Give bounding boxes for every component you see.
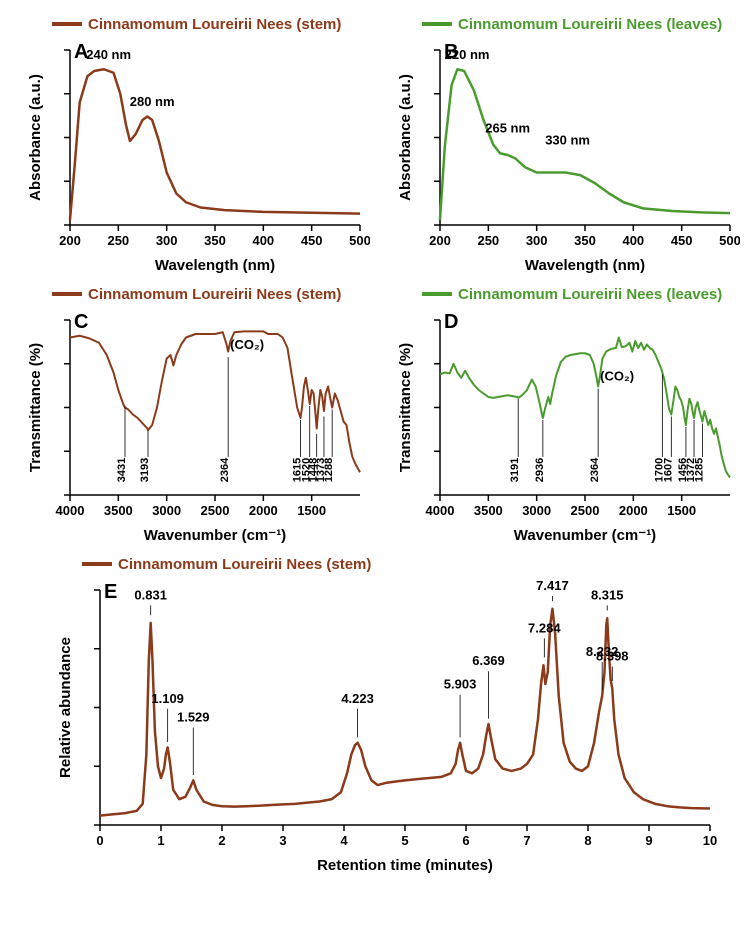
svg-text:Transmittance (%): Transmittance (%) bbox=[397, 343, 414, 472]
row-3: Cinnamomum Loureirii Nees (stem) 0 1 2 3 4 5 6 7… bbox=[10, 550, 740, 880]
svg-text:2500: 2500 bbox=[201, 503, 230, 518]
svg-text:350: 350 bbox=[574, 233, 596, 248]
svg-text:Wavelength (nm): Wavelength (nm) bbox=[155, 257, 275, 274]
panel-d: Cinnamomum Loureirii Nees (leaves) 4000 35… bbox=[380, 280, 740, 550]
svg-text:250: 250 bbox=[477, 233, 499, 248]
svg-text:7: 7 bbox=[523, 833, 530, 848]
figure-container: Cinnamomum Loureirii Nees (stem)20025030… bbox=[10, 10, 740, 880]
svg-text:D: D bbox=[444, 311, 458, 333]
svg-text:330 nm: 330 nm bbox=[545, 133, 590, 148]
svg-text:Wavenumber (cm⁻¹): Wavenumber (cm⁻¹) bbox=[514, 527, 656, 544]
svg-text:4: 4 bbox=[340, 833, 348, 848]
panel-b: Cinnamomum Loureirii Nees (leaves) 200 250… bbox=[380, 10, 740, 280]
svg-text:3193: 3193 bbox=[139, 458, 151, 482]
svg-text:Wavenumber (cm⁻¹): Wavenumber (cm⁻¹) bbox=[144, 527, 286, 544]
svg-text:280 nm: 280 nm bbox=[130, 94, 175, 109]
svg-text:(CO₂): (CO₂) bbox=[600, 369, 634, 384]
svg-text:500: 500 bbox=[349, 233, 370, 248]
svg-text:Absorbance (a.u.): Absorbance (a.u.) bbox=[27, 74, 44, 201]
svg-text:300: 300 bbox=[526, 233, 548, 248]
svg-text:200: 200 bbox=[59, 233, 81, 248]
svg-text:2364: 2364 bbox=[589, 457, 601, 482]
svg-text:1607: 1607 bbox=[662, 458, 674, 482]
svg-text:2: 2 bbox=[218, 833, 225, 848]
svg-text:250: 250 bbox=[107, 233, 129, 248]
svg-text:450: 450 bbox=[301, 233, 323, 248]
svg-text:3000: 3000 bbox=[522, 503, 551, 518]
svg-text:3000: 3000 bbox=[152, 503, 181, 518]
svg-text:Absorbance (a.u.): Absorbance (a.u.) bbox=[397, 74, 414, 201]
svg-text:5.903: 5.903 bbox=[444, 677, 477, 692]
svg-text:Cinnamomum Loureirii Nees (lea: Cinnamomum Loureirii Nees (leaves) bbox=[458, 16, 722, 33]
svg-text:2936: 2936 bbox=[534, 458, 546, 482]
svg-text:6: 6 bbox=[462, 833, 469, 848]
svg-text:1285: 1285 bbox=[693, 458, 705, 482]
panel-a: Cinnamomum Loureirii Nees (stem) 200 250 30… bbox=[10, 10, 370, 280]
svg-text:400: 400 bbox=[252, 233, 274, 248]
svg-text:4000: 4000 bbox=[56, 503, 85, 518]
svg-text:240 nm: 240 nm bbox=[86, 47, 131, 62]
svg-text:200: 200 bbox=[429, 233, 451, 248]
svg-text:450: 450 bbox=[671, 233, 693, 248]
svg-text:7.417: 7.417 bbox=[536, 578, 569, 593]
svg-text:300: 300 bbox=[156, 233, 178, 248]
svg-text:Cinnamomum Loureirii Nees (lea: Cinnamomum Loureirii Nees (leaves) bbox=[458, 286, 722, 303]
svg-text:500: 500 bbox=[719, 233, 740, 248]
svg-text:1.109: 1.109 bbox=[151, 691, 184, 706]
svg-text:(CO₂): (CO₂) bbox=[230, 337, 264, 352]
svg-text:220 nm: 220 nm bbox=[445, 47, 490, 62]
svg-text:10: 10 bbox=[703, 833, 717, 848]
svg-text:1500: 1500 bbox=[667, 503, 696, 518]
svg-text:Cinnamomum Loureirii Nees (ste: Cinnamomum Loureirii Nees (stem) bbox=[88, 16, 341, 33]
row-2: Cinnamomum Loureirii Nees (stem) 4000 3500… bbox=[10, 280, 740, 550]
svg-text:1.529: 1.529 bbox=[177, 710, 210, 725]
svg-text:C: C bbox=[74, 311, 88, 333]
svg-text:350: 350 bbox=[204, 233, 226, 248]
svg-text:Wavelength (nm): Wavelength (nm) bbox=[525, 257, 645, 274]
svg-text:8.315: 8.315 bbox=[591, 587, 624, 602]
svg-text:E: E bbox=[104, 581, 117, 603]
svg-text:3431: 3431 bbox=[116, 458, 128, 482]
svg-text:400: 400 bbox=[622, 233, 644, 248]
svg-text:2000: 2000 bbox=[249, 503, 278, 518]
svg-text:Cinnamomum Loureirii Nees (ste: Cinnamomum Loureirii Nees (stem) bbox=[88, 286, 341, 303]
svg-text:0.831: 0.831 bbox=[134, 587, 167, 602]
row-1: Cinnamomum Loureirii Nees (stem) 200 250 30… bbox=[10, 10, 740, 280]
svg-text:2500: 2500 bbox=[571, 503, 600, 518]
svg-text:5: 5 bbox=[401, 833, 408, 848]
svg-text:3500: 3500 bbox=[104, 503, 133, 518]
svg-text:3191: 3191 bbox=[509, 458, 521, 482]
svg-text:2000: 2000 bbox=[619, 503, 648, 518]
svg-text:1288: 1288 bbox=[323, 458, 335, 482]
svg-text:Cinnamomum Loureirii Nees (ste: Cinnamomum Loureirii Nees (stem) bbox=[118, 556, 371, 573]
svg-text:8.398: 8.398 bbox=[596, 649, 629, 664]
svg-text:7.284: 7.284 bbox=[528, 620, 561, 635]
svg-text:265 nm: 265 nm bbox=[485, 120, 530, 135]
panel-e: Cinnamomum Loureirii Nees (stem) 0 1 2 3 4 5 6 7… bbox=[15, 550, 735, 880]
svg-text:4.223: 4.223 bbox=[341, 691, 374, 706]
svg-text:0: 0 bbox=[96, 833, 103, 848]
panel-c: Cinnamomum Loureirii Nees (stem) 4000 3500… bbox=[10, 280, 370, 550]
svg-text:1: 1 bbox=[157, 833, 164, 848]
svg-text:Relative abundance: Relative abundance bbox=[57, 637, 74, 778]
svg-text:3500: 3500 bbox=[474, 503, 503, 518]
svg-text:3: 3 bbox=[279, 833, 286, 848]
svg-text:Transmittance (%): Transmittance (%) bbox=[27, 343, 44, 472]
svg-text:1500: 1500 bbox=[297, 503, 326, 518]
svg-text:4000: 4000 bbox=[426, 503, 455, 518]
svg-text:9: 9 bbox=[645, 833, 652, 848]
svg-text:Retention time (minutes): Retention time (minutes) bbox=[317, 857, 493, 874]
svg-text:2364: 2364 bbox=[219, 457, 231, 482]
svg-text:6.369: 6.369 bbox=[472, 653, 505, 668]
svg-text:8: 8 bbox=[584, 833, 591, 848]
